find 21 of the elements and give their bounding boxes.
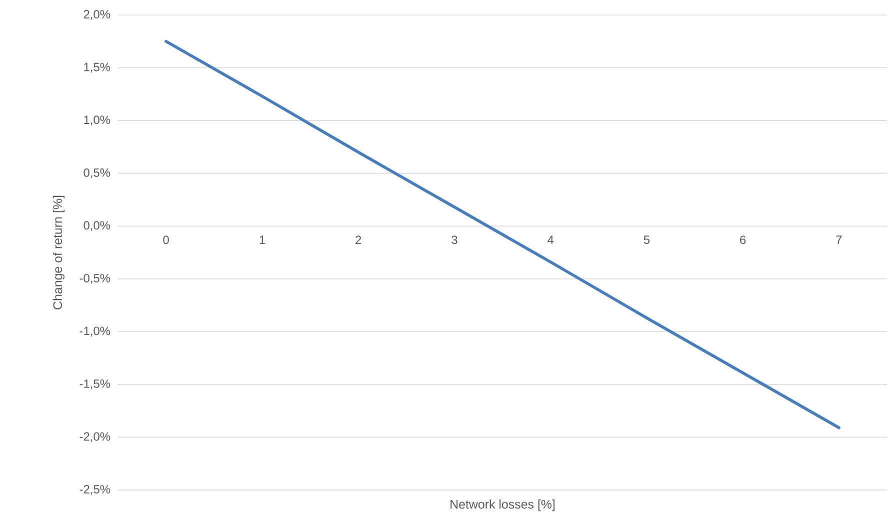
x-tick-label: 6 — [740, 236, 746, 244]
y-tick-label: 1,0% — [84, 116, 110, 126]
x-tick-label: 7 — [836, 236, 842, 244]
y-tick-label: -1,0% — [80, 326, 110, 337]
y-tick-label: 0,5% — [84, 168, 110, 178]
y-axis-title: Change of return [%] — [52, 196, 64, 310]
x-tick-label: 4 — [548, 236, 554, 244]
y-tick-label: -1,5% — [80, 380, 110, 390]
y-tick-label: -2,5% — [80, 485, 110, 495]
y-tick-label: 1,5% — [84, 62, 110, 73]
y-tick-label: 0,0% — [84, 221, 110, 232]
x-tick-label: 5 — [644, 236, 650, 244]
x-tick-label: 3 — [452, 236, 458, 244]
x-axis-title: Network losses [%] — [450, 499, 555, 512]
x-tick-label: 0 — [163, 236, 169, 244]
x-tick-label: 2 — [356, 236, 362, 244]
line-series — [164, 40, 840, 430]
y-tick-label: 2,0% — [84, 10, 110, 20]
x-tick-label: 1 — [260, 236, 265, 244]
y-tick-label: -0,5% — [80, 274, 110, 284]
y-tick-label: -2,0% — [80, 432, 110, 442]
